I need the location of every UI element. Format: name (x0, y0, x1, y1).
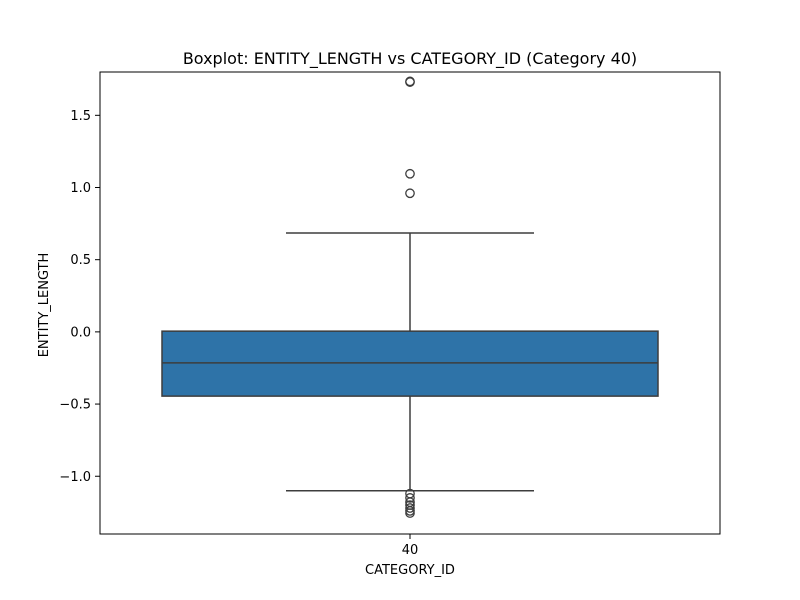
y-tick-label: 0.5 (70, 253, 91, 268)
plot-area: 40 −1.0 −0.5 0.0 0.5 1.0 1.5 (59, 71, 721, 558)
outlier-point (405, 508, 415, 518)
outlier-point (405, 493, 415, 503)
y-tick-label: 0.0 (70, 325, 91, 340)
chart-title: Boxplot: ENTITY_LENGTH vs CATEGORY_ID (C… (183, 49, 637, 69)
y-tick-label: −0.5 (59, 398, 91, 413)
outlier-point (405, 503, 415, 513)
outlier-point (405, 77, 415, 87)
outlier-point (405, 168, 415, 179)
y-axis-label: ENTITY_LENGTH (37, 253, 52, 358)
plot-frame (99, 71, 721, 535)
x-axis-label: CATEGORY_ID (365, 563, 455, 578)
y-tick-label: −1.0 (59, 470, 91, 485)
outlier-point (405, 188, 415, 199)
y-tick-label: 1.0 (70, 181, 91, 196)
x-tick-label: 40 (402, 543, 419, 558)
y-tick-label: 1.5 (70, 109, 91, 124)
